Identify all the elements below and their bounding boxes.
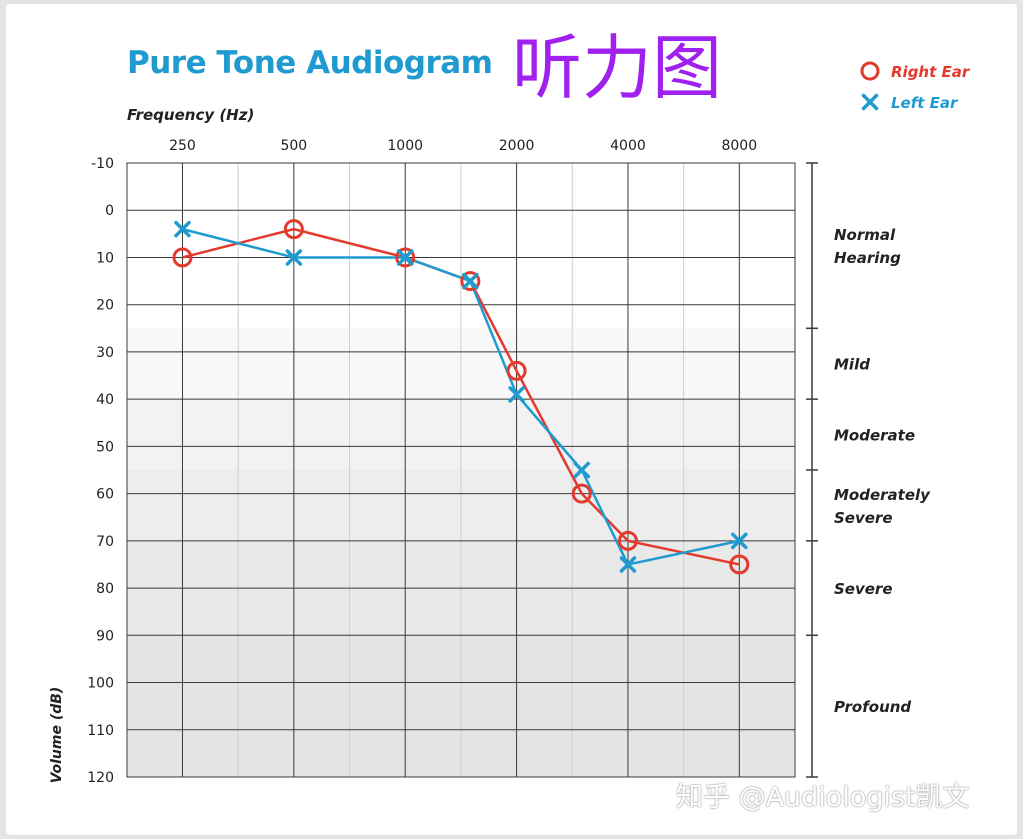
legend-left-ear-marker <box>861 93 879 111</box>
x-tick-label: 500 <box>280 138 307 154</box>
y-tick-label: 50 <box>96 439 114 455</box>
right-ear-point <box>729 554 750 575</box>
x-tick-label: 250 <box>169 138 196 154</box>
severity-band-label: Mild <box>834 356 870 374</box>
y-tick-label: 0 <box>105 203 114 219</box>
legend-right-ear-label: Right Ear <box>891 63 971 81</box>
severity-band-label: Normal <box>834 226 896 244</box>
legend-right-ear-marker <box>860 61 880 81</box>
severity-band-label: Moderately <box>834 486 931 504</box>
plot-frame <box>126 162 796 778</box>
left-ear-point <box>174 220 191 238</box>
y-tick-label: 110 <box>87 723 114 739</box>
y-tick-label: 90 <box>96 628 114 644</box>
left-ear-point <box>285 249 303 266</box>
x-tick-label: 4000 <box>610 138 646 154</box>
legend-left-ear-label: Left Ear <box>891 94 959 112</box>
y-tick-label: 10 <box>96 250 114 266</box>
y-tick-label: 40 <box>96 392 114 408</box>
chinese-title: 听力图 <box>512 27 722 109</box>
watermark: 知乎 @Audiologist凯文 <box>676 782 970 813</box>
x-tick-label: 8000 <box>721 138 757 154</box>
x-axis-label: Frequency (Hz) <box>127 106 254 124</box>
right-ear-point <box>460 271 481 292</box>
y-tick-label: 120 <box>87 770 114 786</box>
severity-band-label: Hearing <box>834 249 901 267</box>
y-tick-label: 20 <box>96 298 114 314</box>
y-tick-label: 60 <box>96 487 114 503</box>
y-axis-label: Volume (dB) <box>49 687 65 784</box>
severity-band-label: Profound <box>834 698 911 716</box>
left-ear-point <box>396 249 414 266</box>
severity-band-label: Severe <box>834 580 893 598</box>
y-tick-label: 30 <box>96 345 114 361</box>
right-ear-point <box>395 247 416 268</box>
y-tick-label: 100 <box>87 676 114 692</box>
left-ear-point <box>508 386 525 403</box>
y-tick-label: 70 <box>96 534 114 550</box>
left-ear-point <box>619 556 637 573</box>
x-tick-label: 2000 <box>499 138 535 154</box>
right-ear-point <box>283 219 304 240</box>
severity-band-label: Severe <box>834 509 893 527</box>
series-line-right-ear <box>182 227 740 566</box>
left-ear-point <box>462 272 479 290</box>
right-ear-point <box>506 360 527 381</box>
x-tick-label: 1000 <box>387 138 423 154</box>
chart-title: Pure Tone Audiogram <box>127 45 493 81</box>
y-tick-label: -10 <box>91 156 114 172</box>
left-ear-point <box>731 532 748 550</box>
severity-band-label: Moderate <box>834 427 915 445</box>
right-ear-point <box>172 247 193 268</box>
right-ear-point <box>571 483 592 504</box>
series-line-left-ear <box>182 227 740 566</box>
y-tick-label: 80 <box>96 581 114 597</box>
left-ear-point <box>573 461 590 479</box>
right-ear-point <box>617 530 638 551</box>
